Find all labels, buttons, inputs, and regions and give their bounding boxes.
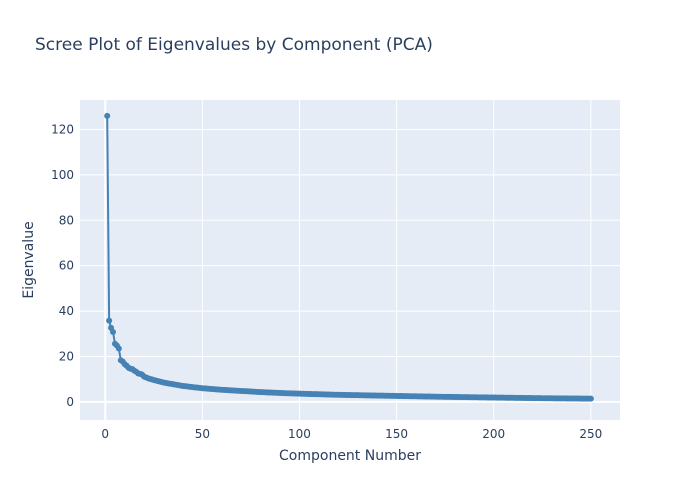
data-point	[104, 112, 111, 119]
x-gridlines	[104, 100, 592, 420]
x-tick-label: 50	[195, 427, 210, 441]
y-gridlines	[80, 129, 620, 403]
data-point	[115, 345, 122, 352]
x-tick-label: 100	[288, 427, 311, 441]
plot-area	[80, 100, 620, 420]
y-tick-label: 120	[51, 123, 74, 137]
y-tick-label: 20	[59, 349, 74, 363]
data-point	[587, 395, 594, 402]
y-tick-label: 100	[51, 168, 74, 182]
y-tick-label: 40	[59, 304, 74, 318]
x-tick-labels: 0 50 100 150 200 250	[101, 427, 602, 441]
x-tick-label: 150	[385, 427, 408, 441]
series-markers	[104, 112, 594, 402]
x-axis-title: Component Number	[279, 448, 421, 464]
y-tick-label: 80	[59, 213, 74, 227]
x-tick-label: 0	[101, 427, 109, 441]
y-tick-label: 0	[66, 395, 74, 409]
data-point	[110, 328, 117, 335]
y-axis-title: Eigenvalue	[21, 221, 37, 298]
x-tick-label: 250	[579, 427, 602, 441]
x-tick-label: 200	[482, 427, 505, 441]
y-tick-labels: 0 20 40 60 80 100 120	[51, 123, 74, 409]
y-tick-label: 60	[59, 259, 74, 273]
chart-title: Scree Plot of Eigenvalues by Component (…	[35, 35, 433, 55]
data-point	[106, 317, 113, 324]
